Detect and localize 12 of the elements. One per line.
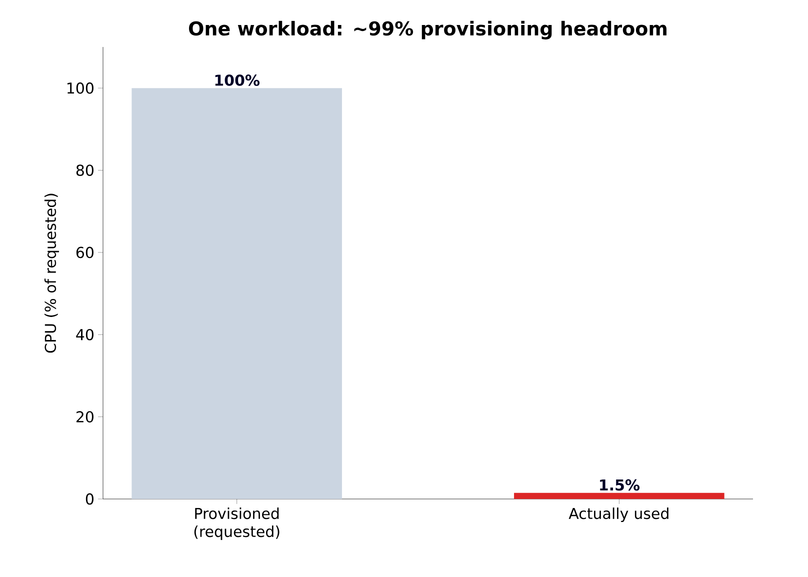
chart-title: One workload: ~99% provisioning headroom <box>189 20 666 40</box>
y-tick-label: 60 <box>76 246 94 258</box>
x-tick-label: Provisioned (requested) <box>194 508 280 540</box>
y-tick-label: 40 <box>76 328 94 340</box>
y-tick-label: 20 <box>76 411 94 422</box>
data-label: 1.5% <box>600 479 640 491</box>
y-tick-label: 100 <box>67 82 94 94</box>
y-tick-label: 0 <box>86 493 94 505</box>
x-tick-label: Actually used <box>568 508 668 522</box>
y-tick-label: 80 <box>76 164 94 176</box>
y-axis-title: CPU (% of requested) <box>44 194 59 353</box>
data-label: 100% <box>215 74 260 86</box>
